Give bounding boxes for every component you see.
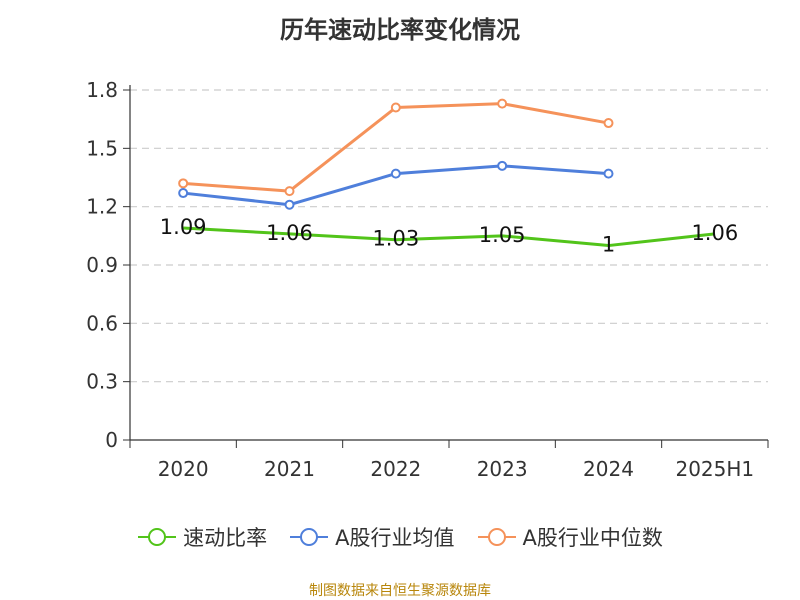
y-tick-label-0: 0 — [105, 428, 118, 452]
data-label-4: 1 — [602, 233, 615, 257]
legend-item-0[interactable]: 速动比率 — [137, 522, 267, 552]
y-tick-label-5: 1.5 — [86, 136, 118, 160]
legend-item-2[interactable]: A股行业中位数 — [477, 522, 663, 552]
legend-label-2: A股行业中位数 — [522, 526, 663, 550]
series-2-point-2 — [390, 102, 401, 113]
x-tick-label-4: 2024 — [583, 457, 634, 481]
series-1-point-1 — [284, 199, 295, 210]
legend-item-1[interactable]: A股行业均值 — [289, 522, 455, 552]
data-label-3: 1.05 — [479, 223, 526, 247]
series-1-point-2 — [390, 168, 401, 179]
legend-marker-0 — [148, 528, 167, 546]
x-tick-label-5: 2025H1 — [675, 457, 754, 481]
series-2-point-4 — [603, 118, 614, 129]
legend-swatch-0-icon — [138, 528, 177, 546]
data-label-5: 1.06 — [691, 221, 738, 245]
legend-marker-1 — [300, 528, 319, 546]
legend-swatch-2-icon — [477, 528, 516, 546]
series-2-point-0 — [178, 178, 189, 189]
chart-title: 历年速动比率变化情况 — [280, 16, 520, 44]
y-tick-label-6: 1.8 — [86, 78, 118, 102]
series-2-point-3 — [497, 98, 508, 109]
grid-lines — [130, 89, 768, 383]
legend-marker-2 — [487, 528, 506, 546]
series-2-point-1 — [284, 186, 295, 197]
legend-swatch-1-icon — [290, 528, 329, 546]
series-line-0 — [183, 226, 715, 248]
x-tick-label-2: 2022 — [370, 457, 421, 481]
legend-label-0: 速动比率 — [183, 526, 268, 550]
data-label-0: 1.09 — [160, 215, 207, 239]
legend-label-1: A股行业均值 — [335, 526, 455, 550]
data-label-1: 1.06 — [266, 221, 313, 245]
source-note: 制图数据来自恒生聚源数据库 — [309, 583, 491, 599]
legend: 速动比率 A股行业均值 A股行业中位数 — [0, 522, 800, 552]
y-tick-label-2: 0.6 — [86, 311, 118, 335]
data-labels: 1.09 1.06 1.03 1.05 1 1.06 — [160, 215, 738, 256]
data-label-2: 1.03 — [372, 227, 419, 251]
axes: 0 0.3 0.6 0.9 1.2 1.5 1.8 2020 2021 2022 2023 2024 2… — [86, 78, 769, 481]
x-tick-label-0: 2020 — [158, 457, 209, 481]
series-lines — [178, 98, 715, 248]
y-tick-label-1: 0.3 — [86, 370, 118, 394]
x-tick-label-1: 2021 — [264, 457, 315, 481]
y-tick-label-4: 1.2 — [86, 195, 118, 219]
series-1-point-3 — [497, 160, 508, 171]
x-tick-label-3: 2023 — [477, 457, 528, 481]
y-tick-label-3: 0.9 — [86, 253, 118, 277]
series-1-point-0 — [178, 188, 189, 199]
series-1-point-4 — [603, 168, 614, 179]
